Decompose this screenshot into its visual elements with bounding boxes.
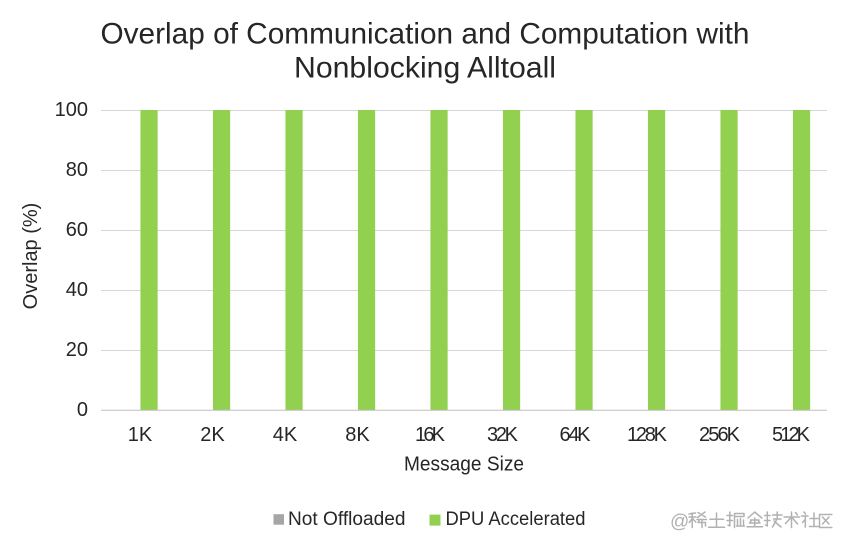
svg-text:Nonblocking Alltoall: Nonblocking Alltoall [294, 52, 556, 85]
svg-text:8K: 8K [345, 424, 370, 446]
svg-text:Not Offloaded: Not Offloaded [288, 509, 406, 530]
svg-text:Overlap of Communication and C: Overlap of Communication and Computation… [101, 18, 750, 51]
svg-text:32K: 32K [487, 424, 519, 446]
svg-text:4K: 4K [273, 424, 298, 446]
svg-text:256K: 256K [699, 424, 741, 446]
svg-text:40: 40 [66, 279, 88, 301]
svg-text:0: 0 [77, 399, 88, 421]
svg-text:100: 100 [55, 99, 88, 121]
svg-text:Message Size: Message Size [404, 454, 524, 476]
svg-text:80: 80 [66, 159, 88, 181]
svg-text:512K: 512K [772, 424, 811, 446]
svg-text:1K: 1K [128, 424, 153, 446]
svg-text:DPU Accelerated: DPU Accelerated [446, 509, 586, 530]
svg-text:16K: 16K [415, 424, 446, 446]
svg-text:128K: 128K [627, 424, 668, 446]
svg-text:Overlap (%): Overlap (%) [20, 203, 42, 310]
svg-text:20: 20 [66, 339, 88, 361]
svg-text:@: @ [670, 512, 689, 533]
svg-text:64K: 64K [560, 424, 592, 446]
svg-text:60: 60 [66, 219, 88, 241]
svg-text:2K: 2K [200, 424, 225, 446]
